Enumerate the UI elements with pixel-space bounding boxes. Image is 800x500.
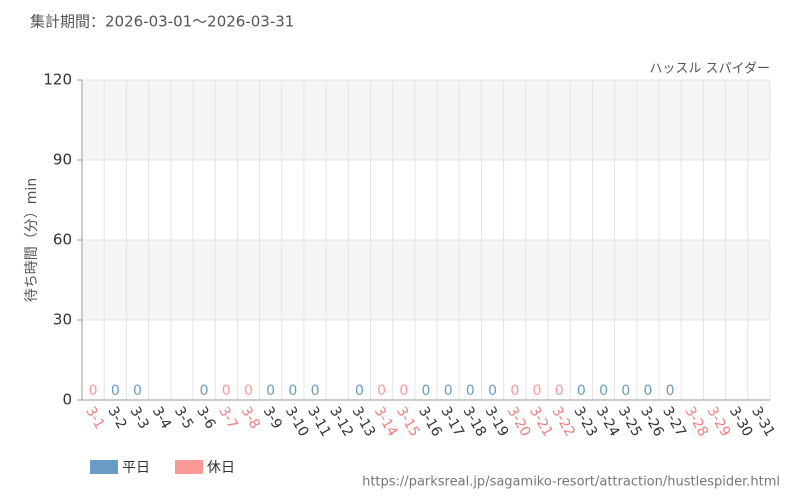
data-label: 0 <box>643 383 652 399</box>
data-label: 0 <box>266 383 275 399</box>
x-tick-label: 3-8 <box>238 404 263 432</box>
header: 集計期間：2026-03-01～2026-03-31 <box>30 13 294 31</box>
data-label: 0 <box>555 383 564 399</box>
x-tick-label: 3-3 <box>127 404 152 432</box>
grid-band <box>82 240 770 320</box>
data-label: 0 <box>111 383 120 399</box>
y-tick-label: 0 <box>62 391 72 409</box>
data-label: 0 <box>510 383 519 399</box>
data-label: 0 <box>422 383 431 399</box>
data-label: 0 <box>577 383 586 399</box>
data-label: 0 <box>133 383 142 399</box>
data-label: 0 <box>89 383 98 399</box>
data-label: 0 <box>466 383 475 399</box>
data-label: 0 <box>444 383 453 399</box>
data-label: 0 <box>666 383 675 399</box>
x-tick-label: 3-9 <box>260 404 285 432</box>
y-tick-label: 30 <box>53 311 72 329</box>
data-label: 0 <box>355 383 364 399</box>
legend-label: 平日 <box>122 460 150 476</box>
legend-label: 休日 <box>207 460 235 476</box>
x-tick-label: 3-5 <box>171 404 196 432</box>
x-tick-label: 3-6 <box>193 404 218 432</box>
data-label: 0 <box>311 383 320 399</box>
data-label: 0 <box>222 383 231 399</box>
y-axis-label: 待ち時間（分）min <box>24 178 40 302</box>
data-label: 0 <box>288 383 297 399</box>
data-label: 0 <box>244 383 253 399</box>
data-label: 0 <box>399 383 408 399</box>
x-tick-label: 3-31 <box>748 404 778 440</box>
data-label: 0 <box>488 383 497 399</box>
y-tick-label: 120 <box>43 71 72 89</box>
y-tick-label: 90 <box>53 151 72 169</box>
grid-band <box>82 80 770 160</box>
data-label: 0 <box>200 383 209 399</box>
chart-subtitle: ハッスル スパイダー <box>649 62 770 77</box>
legend-swatch <box>90 460 118 474</box>
data-label: 0 <box>533 383 542 399</box>
legend-swatch <box>175 460 203 474</box>
data-label: 0 <box>599 383 608 399</box>
x-tick-label: 3-7 <box>215 404 240 432</box>
data-label: 0 <box>621 383 630 399</box>
footer-url: https://parksreal.jp/sagamiko-resort/att… <box>362 475 780 490</box>
x-tick-label: 3-2 <box>104 404 129 432</box>
x-tick-label: 3-1 <box>82 404 107 432</box>
x-tick-label: 3-4 <box>149 404 174 432</box>
data-label: 0 <box>377 383 386 399</box>
y-tick-label: 60 <box>53 231 72 249</box>
